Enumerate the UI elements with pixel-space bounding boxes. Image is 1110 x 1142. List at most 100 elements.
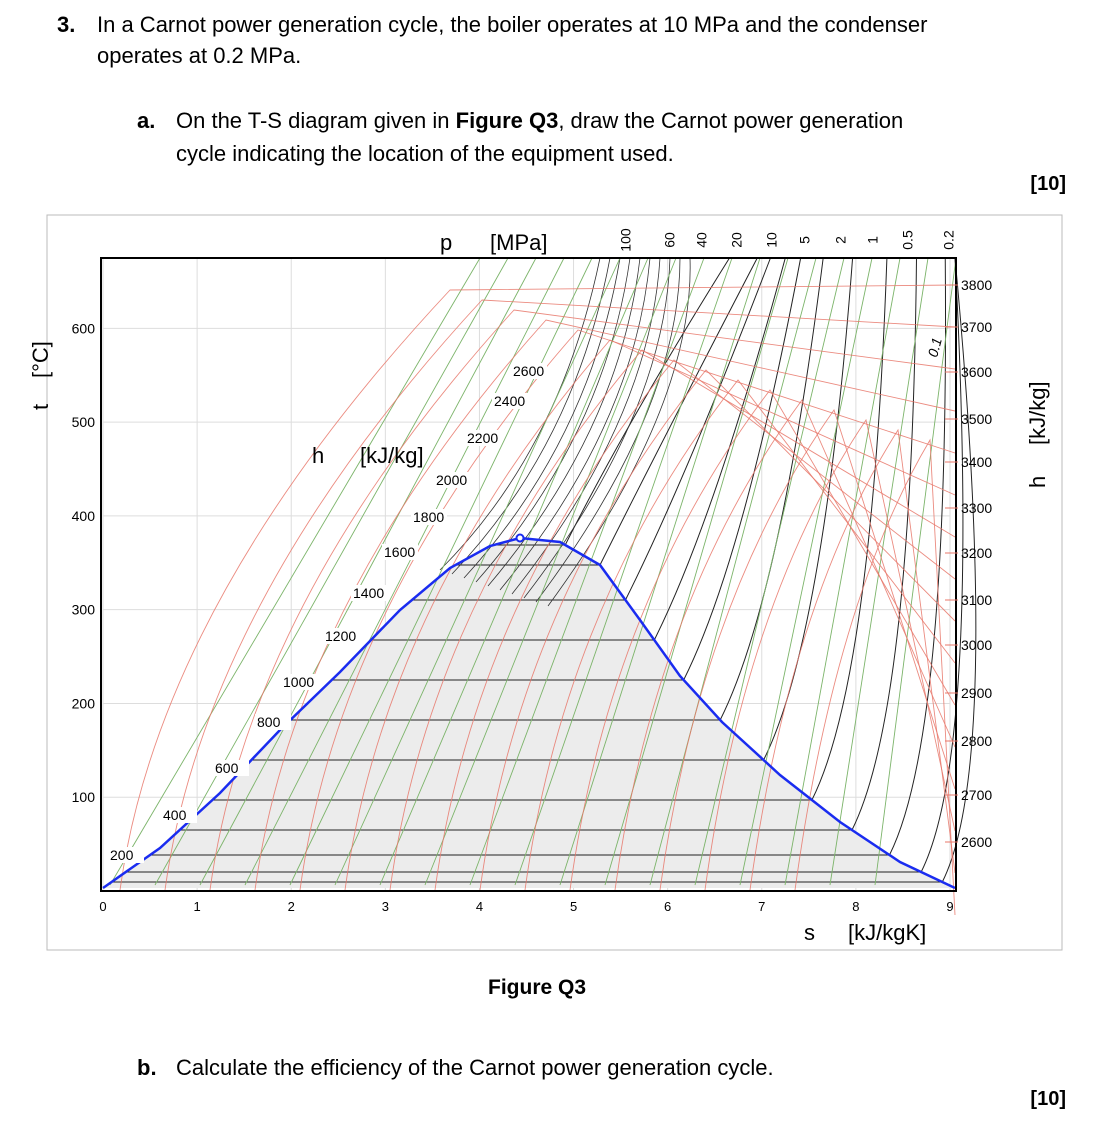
s-tick-label: 0	[99, 899, 106, 914]
isochore	[334, 257, 621, 886]
p-label: 40	[694, 232, 710, 248]
isobar	[599, 257, 758, 566]
isobar	[811, 257, 888, 801]
t-tick-label: 300	[72, 602, 96, 618]
label-bg	[492, 393, 528, 409]
s-symbol: s	[804, 920, 815, 945]
plot-frame	[100, 257, 957, 892]
isobar	[763, 257, 854, 761]
label-bg	[161, 807, 197, 823]
h-right-label: 3200	[961, 545, 992, 561]
isochore	[829, 257, 929, 886]
h-right-label: 3800	[961, 277, 992, 293]
isobar	[683, 257, 802, 681]
isochore	[649, 257, 817, 886]
part-text: On the T-S diagram given in Figure Q3, d…	[176, 108, 903, 134]
t-symbol: t	[28, 404, 53, 410]
isobar	[719, 257, 824, 721]
isochore	[199, 257, 537, 886]
h-curve-label: 400	[163, 807, 187, 823]
p-label: 10	[764, 232, 780, 248]
t-unit: [°C]	[28, 341, 53, 378]
isochore	[244, 257, 565, 886]
p-label: 5	[797, 236, 813, 244]
h-curve-label: 1200	[325, 628, 356, 644]
t-tick-label: 200	[72, 695, 96, 711]
s-unit: [kJ/kgK]	[848, 920, 926, 945]
p-symbol: p	[440, 230, 452, 255]
isobar	[920, 257, 964, 873]
s-tick-label: 4	[476, 899, 483, 914]
part-label: a.	[137, 108, 156, 133]
h-unit-right: [kJ/kg]	[1025, 381, 1050, 445]
label-bg	[323, 628, 359, 644]
isochore	[739, 257, 873, 886]
h-curve-label: 1600	[384, 544, 415, 560]
h-right-label: 2800	[961, 733, 992, 749]
critical-point	[515, 533, 525, 543]
saturation-curve	[102, 536, 956, 890]
p-inline-label: 0.1	[924, 336, 944, 359]
marks: [10]	[1030, 1088, 1066, 1110]
h-curve-label: 1000	[283, 674, 314, 690]
isenthalp	[749, 428, 956, 891]
isenthalp	[794, 438, 956, 916]
isobar	[941, 257, 977, 883]
question-line: operates at 0.2 MPa.	[97, 43, 302, 68]
figure-ref: Figure Q3	[455, 108, 559, 133]
question-line: In a Carnot power generation cycle, the …	[97, 12, 928, 37]
isobar	[499, 257, 651, 591]
h-right-label: 3100	[961, 592, 992, 608]
label-bg	[434, 472, 470, 488]
label-bg	[108, 847, 144, 863]
h-curve-label: 2200	[467, 430, 498, 446]
question-number: 3.	[57, 12, 76, 37]
p-label: 60	[662, 232, 678, 248]
isochore	[514, 257, 733, 886]
isochore	[784, 257, 901, 886]
isenthalp	[164, 299, 956, 891]
h-curve-label: 2000	[436, 472, 467, 488]
isobar	[653, 257, 786, 641]
isenthalp	[614, 399, 956, 891]
s-tick-label: 3	[382, 899, 389, 914]
h-curve-label: 800	[257, 714, 281, 730]
isobar	[889, 257, 947, 856]
isenthalp	[479, 369, 956, 891]
p-label: 100	[618, 228, 634, 252]
isenthalp	[344, 339, 956, 891]
h-curve-label: 1400	[353, 585, 384, 601]
label-bg	[411, 509, 447, 525]
text: , draw the Carnot power generation	[558, 108, 904, 133]
h-right-label: 3500	[961, 411, 992, 427]
s-tick-label: 2	[288, 899, 295, 914]
part-text: Calculate the efficiency of the Carnot p…	[176, 1055, 774, 1080]
isenthalp	[389, 349, 956, 891]
h-unit: [kJ/kg]	[360, 443, 424, 468]
t-tick-label: 400	[72, 508, 96, 524]
p-label: 1	[865, 236, 881, 244]
isobar	[439, 257, 601, 571]
isochore	[469, 257, 705, 886]
h-right-label: 2700	[961, 787, 992, 803]
h-curve-label: 2600	[513, 363, 544, 379]
text: On the T-S diagram given in	[176, 108, 456, 133]
t-tick-label: 600	[72, 320, 96, 336]
h-right-label: 2600	[961, 834, 992, 850]
t-tick-label: 500	[72, 414, 96, 430]
h-symbol-right: h	[1025, 476, 1050, 488]
figure-frame	[46, 214, 1063, 951]
isenthalp	[119, 284, 956, 891]
p-label: 0.2	[941, 230, 957, 250]
h-right-label: 2900	[961, 685, 992, 701]
isochore	[379, 257, 649, 886]
figure-caption: Figure Q3	[488, 976, 587, 999]
part-text: cycle indicating the location of the equ…	[176, 141, 674, 166]
p-label: 20	[729, 232, 745, 248]
h-right-label: 3600	[961, 364, 992, 380]
isochore	[874, 257, 957, 886]
s-tick-label: 7	[758, 899, 765, 914]
h-curve-label: 1800	[413, 509, 444, 525]
label-bg	[255, 714, 291, 730]
